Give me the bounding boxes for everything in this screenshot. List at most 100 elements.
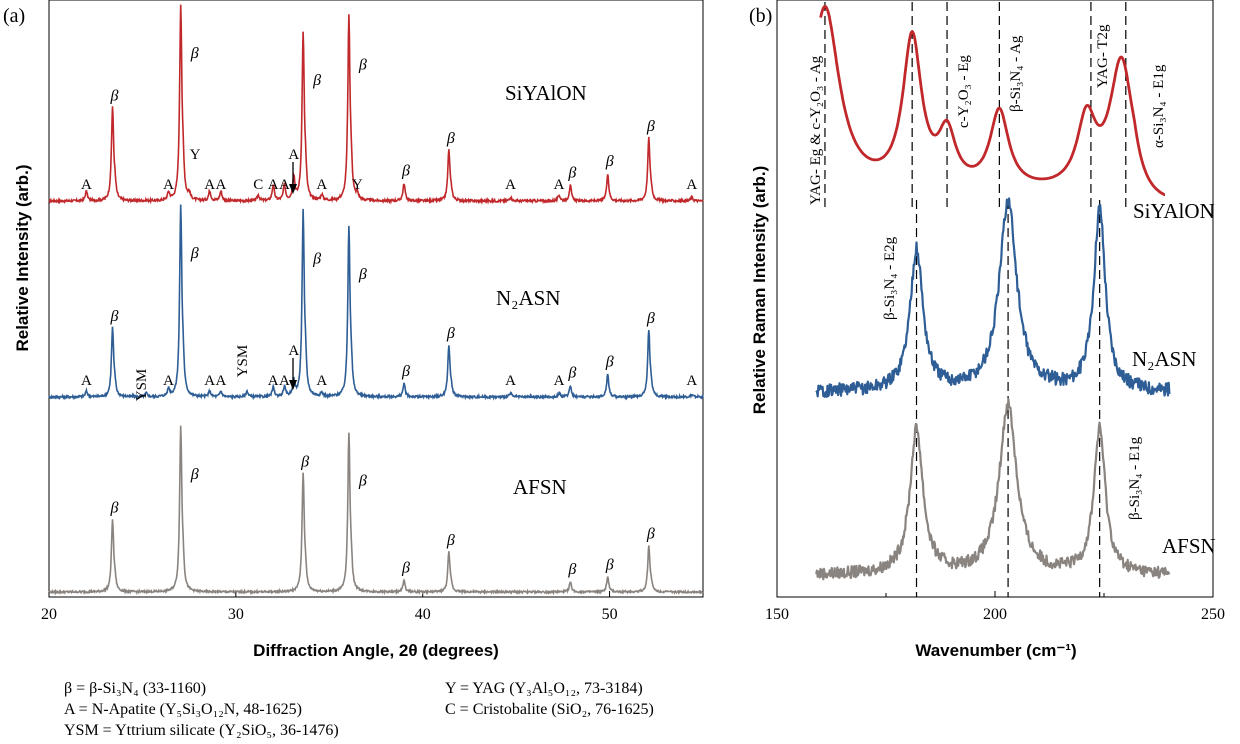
peak-label-a-0-14: Y <box>352 177 363 193</box>
plot-area-a <box>48 0 704 598</box>
peak-label-a-1-4: β <box>190 245 199 262</box>
annotation-b-1: c-Y₂O₃ - Eg <box>956 55 972 128</box>
x-axis-b: 150 200 250 <box>765 591 1225 623</box>
annotation-b-0: YAG- Eg & c-Y₂O₃ - Ag <box>808 55 824 205</box>
peak-label-a-0-13: β <box>358 57 367 74</box>
legend-cristobalite: C = Cristobalite (SiO₂, 76-1625) <box>445 701 654 718</box>
peak-label-a-0-21: β <box>646 118 655 135</box>
peak-label-a-0-15: β <box>401 163 410 180</box>
sample-label-siyalon-b: SiYAlON <box>1133 199 1215 223</box>
peak-label-a-1-1: β <box>110 308 119 325</box>
panel-a: (a) 20 30 40 50 Diffraction Angle, 2θ (degr… <box>3 0 704 660</box>
reference-lines-b <box>824 2 1127 597</box>
peak-label-a-0-7: C <box>253 177 263 193</box>
peak-label-a-0-6: A <box>215 177 226 193</box>
peak-label-a-0-11: β <box>312 72 321 89</box>
y-axis-title-b: Relative Raman Intensity (arb.) <box>750 166 769 414</box>
peak-label-a-0-10: A <box>288 147 299 163</box>
arrowhead-n2asn <box>289 380 297 390</box>
peak-label-a-0-17: A <box>505 177 516 193</box>
peak-label-a-1-15: β <box>446 325 455 342</box>
peak-label-a-1-9: A <box>279 373 290 389</box>
peak-label-a-2-8: β <box>646 525 655 542</box>
curves-b <box>815 5 1171 581</box>
peak-label-a-1-20: β <box>646 310 655 327</box>
x-tick-label-a-1: 30 <box>228 606 244 623</box>
annotation-b-6: β-Si₃N₄ - E1g <box>1127 436 1143 520</box>
peak-label-a-0-9: A <box>279 177 290 193</box>
series-b-0 <box>819 5 1166 197</box>
x-axis-title-a: Diffraction Angle, 2θ (degrees) <box>253 641 499 660</box>
peak-label-a-1-2: YSM <box>134 369 150 402</box>
peak-label-a-0-5: A <box>204 177 215 193</box>
peak-label-a-0-22: A <box>686 177 697 193</box>
x-axis-a: 20 30 40 50 <box>41 591 618 623</box>
peak-label-a-1-19: β <box>605 353 614 370</box>
annotation-b-5: β-Si₃N₄ - E2g <box>882 236 898 320</box>
peak-label-a-2-1: β <box>190 466 199 483</box>
peak-label-a-1-14: β <box>401 363 410 380</box>
legend-beta: β = β-Si₃N₄ (33-1160) <box>64 680 207 697</box>
legend-ysm: YSM = Yttrium silicate (Y₂SiO₅, 36-1476) <box>64 722 339 739</box>
peak-label-a-1-0: A <box>81 373 92 389</box>
peak-label-a-0-20: β <box>605 153 614 170</box>
sample-label-siyalon-a: SiYAlON <box>505 81 587 105</box>
peak-label-a-0-1: β <box>110 87 119 104</box>
peak-label-a-1-17: A <box>554 373 565 389</box>
series-b-2 <box>815 398 1171 581</box>
peak-label-a-1-18: β <box>567 365 576 382</box>
curves-a <box>48 4 704 596</box>
annotation-b-2: β-Si₃N₄ - Ag <box>1008 35 1024 112</box>
peak-label-a-1-3: A <box>163 373 174 389</box>
peak-label-a-0-12: A <box>316 177 327 193</box>
annotation-b-4: α-Si₃N₄ - E1g <box>1151 64 1167 148</box>
sample-label-afsn-b: AFSN <box>1162 534 1216 558</box>
peak-label-a-2-3: β <box>358 473 367 490</box>
sample-label-n2asn-b: N₂ASN <box>1132 347 1197 371</box>
peak-label-a-2-7: β <box>605 556 614 573</box>
peak-label-a-2-5: β <box>446 532 455 549</box>
x-tick-label-b-2: 250 <box>1201 606 1225 623</box>
x-tick-label-a-2: 40 <box>415 606 431 623</box>
peak-label-a-1-13: β <box>358 266 367 283</box>
peak-label-a-0-2: A <box>163 177 174 193</box>
arrows-a <box>289 162 297 390</box>
panel-b: (b) 150 200 250 Wavenumber (cm⁻¹) Relative… <box>749 0 1225 660</box>
x-tick-label-b-0: 150 <box>765 606 789 623</box>
panel-a-label: (a) <box>3 5 25 27</box>
peak-label-a-0-0: A <box>81 177 92 193</box>
y-axis-title-a: Relative Intensity (arb.) <box>13 164 32 351</box>
peak-label-a-0-19: β <box>567 165 576 182</box>
legend-yag: Y = YAG (Y₃Al₅O₁₂, 73-3184) <box>445 680 643 697</box>
peak-label-a-1-10: A <box>288 343 299 359</box>
series-a-0 <box>48 4 704 205</box>
series-a-2 <box>48 425 704 596</box>
x-tick-label-a-3: 50 <box>602 606 618 623</box>
peak-label-a-1-21: A <box>686 373 697 389</box>
series-b-1 <box>815 197 1171 398</box>
peak-label-a-1-16: A <box>505 373 516 389</box>
peak-label-a-0-8: A <box>268 177 279 193</box>
peak-label-a-2-6: β <box>567 561 576 578</box>
legend-apatite: A = N-Apatite (Y₅Si₃O₁₂N, 48-1625) <box>64 701 302 718</box>
peak-label-a-2-2: β <box>300 454 309 471</box>
x-tick-label-b-1: 200 <box>983 606 1007 623</box>
series-a-1 <box>48 204 704 401</box>
peak-label-a-0-18: A <box>554 177 565 193</box>
peak-label-a-0-16: β <box>446 130 455 147</box>
annotations-b: YAG- Eg & c-Y₂O₃ - Ag c-Y₂O₃ - Eg β-Si₃N₄ … <box>808 24 1167 520</box>
arrowhead-siyalon <box>289 184 297 194</box>
peak-label-a-1-5: A <box>204 373 215 389</box>
x-tick-label-a-0: 20 <box>41 606 57 623</box>
peak-label-a-2-4: β <box>401 560 410 577</box>
peak-label-a-1-12: A <box>316 373 327 389</box>
peak-label-a-1-7: YSM <box>235 345 251 378</box>
peak-label-a-1-11: β <box>312 251 321 268</box>
sample-label-n2asn-a: N₂ASN <box>496 286 561 310</box>
peak-label-a-0-3: β <box>190 45 199 62</box>
sample-label-afsn-a: AFSN <box>513 475 567 499</box>
panel-b-label: (b) <box>749 5 772 27</box>
peak-label-a-1-8: A <box>268 373 279 389</box>
